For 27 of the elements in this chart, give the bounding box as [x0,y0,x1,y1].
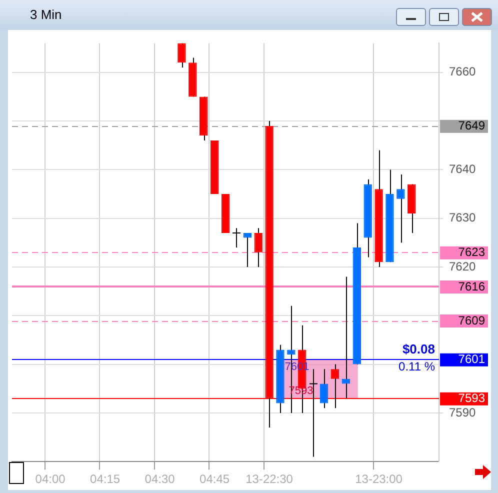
ref-line-label: 7649 [458,118,486,133]
ref-line-label: 7616 [458,279,486,294]
candlestick [232,228,241,248]
ref-line-label: 7609 [458,313,486,328]
chart-title: 3 Min [30,7,62,22]
candlestick [254,228,262,268]
y-tick-label: 7630 [449,210,476,225]
ref-line-label: 7623 [458,245,486,260]
ref-line-label: 7601 [458,352,486,366]
annotation: 0.11 % [398,360,436,374]
x-tick-label: 04:15 [90,472,120,486]
candlestick [342,276,350,399]
candlestick [396,174,405,244]
candlestick [178,42,186,68]
ref-line-label: 7593 [458,391,486,406]
y-tick-label: 7660 [449,64,476,79]
candlestick [320,368,328,409]
y-tick-label: 7640 [449,162,476,176]
x-tick-label: 04:00 [35,472,66,486]
candlestick [243,232,252,268]
x-tick-label: 04:45 [200,472,230,486]
x-tick-label: 13-22:30 [246,472,294,486]
x-tick-label: 04:30 [144,472,176,486]
y-tick-label: 7590 [449,405,476,420]
x-tick-label: 13-23:00 [355,472,403,486]
annotation: $0.08 [402,342,435,357]
y-tick-label: 7620 [449,259,476,274]
